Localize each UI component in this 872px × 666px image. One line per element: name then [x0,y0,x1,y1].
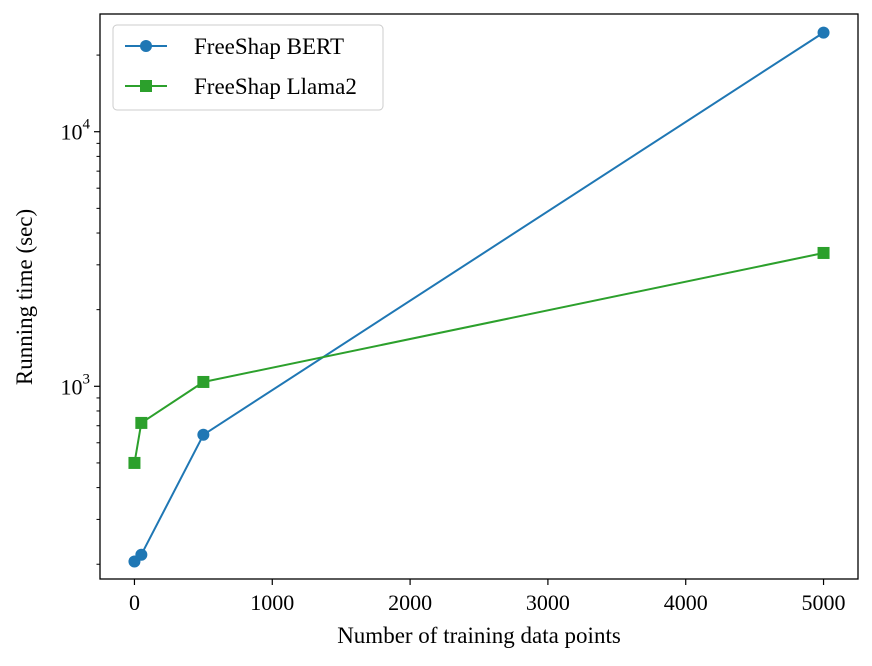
series-line-llama2 [133,252,824,464]
data-point-bert [135,548,148,561]
data-point-bert [197,428,210,441]
x-axis-label: Number of training data points [337,623,621,648]
plot-area-frame [99,13,859,580]
x-tick-label: 2000 [388,590,432,615]
y-tick-label-exponent: 4 [83,117,91,133]
legend: FreeShap BERT FreeShap Llama2 [112,24,384,111]
legend-label-bert: FreeShap BERT [194,34,344,59]
series-line-bert [133,31,825,563]
data-point-llama2 [197,375,210,388]
legend-marker-llama2 [140,80,152,92]
y-tick-label-base: 10 [61,374,83,399]
y-tick-label-exponent: 3 [83,371,91,387]
legend-frame [112,24,384,111]
y-tick-label-base: 10 [61,120,83,145]
x-axis: 0 1000 2000 3000 4000 5000 [129,579,846,615]
y-axis-label: Running time (sec) [12,209,37,385]
x-tick-label: 0 [129,590,140,615]
y-tick-label: 103 [61,371,91,399]
data-point-llama2 [817,246,830,259]
x-tick-label: 4000 [664,590,708,615]
data-point-llama2 [128,456,141,469]
series-layer [128,26,830,568]
data-point-bert [817,26,830,39]
data-point-llama2 [135,416,148,429]
x-tick-label: 3000 [526,590,570,615]
x-tick-label: 5000 [802,590,846,615]
y-tick-label: 104 [61,117,91,145]
x-tick-label: 1000 [250,590,294,615]
legend-label-llama2: FreeShap Llama2 [194,74,357,99]
legend-marker-bert [140,40,152,52]
